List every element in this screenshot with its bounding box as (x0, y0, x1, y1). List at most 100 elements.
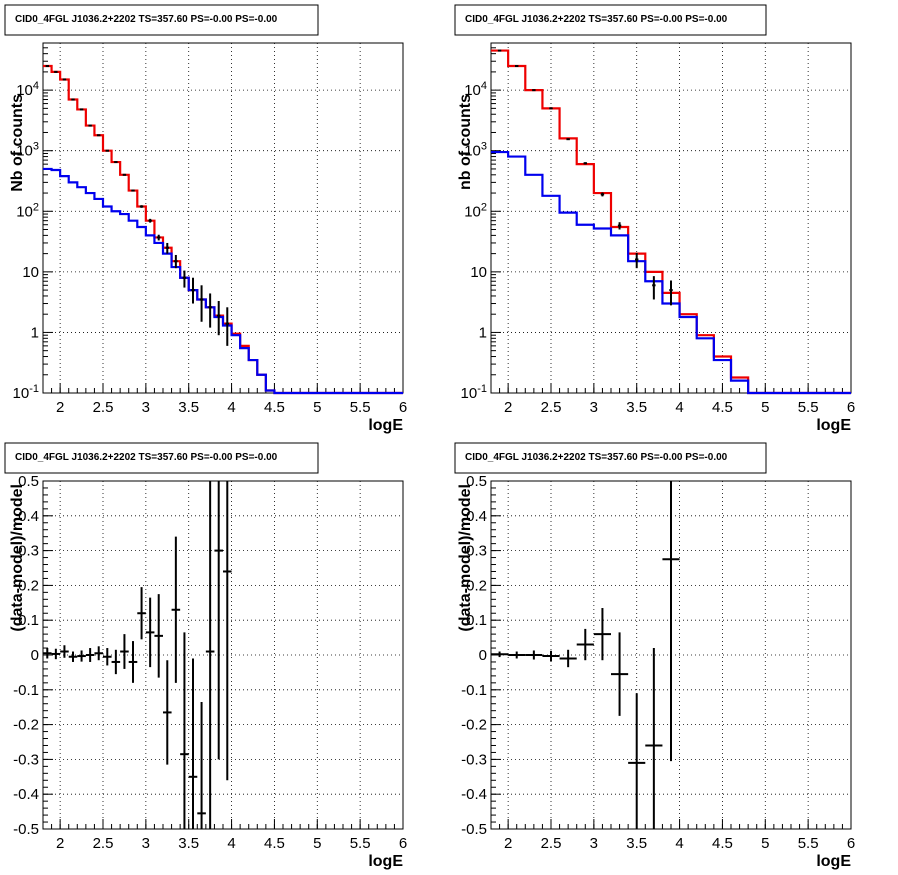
data-point (611, 632, 629, 716)
y-tick-label: 10-1 (461, 383, 487, 402)
data-point (508, 651, 526, 659)
chart-title-box (4, 4, 319, 36)
data-point (214, 481, 223, 760)
data-point (542, 650, 560, 662)
data-point (205, 481, 215, 829)
x-tick-label: 6 (847, 399, 855, 416)
data-point (111, 649, 121, 675)
y-tick-label: -0.3 (461, 751, 487, 768)
data-point (576, 628, 594, 661)
chart-panel-3: 2 2.5 3 3.5 4 4.5 5 5.5 6 -0.5 -0.4 -0.3 -0.2 -0.1 0 0.… (4, 442, 407, 870)
data-point (491, 651, 509, 658)
y-tick-label: -0.2 (461, 717, 487, 734)
y-tick-label: 0 (479, 647, 487, 664)
y-tick-label: -0.5 (461, 821, 487, 838)
x-tick-label: 5 (313, 399, 321, 416)
data-point (122, 173, 127, 176)
chart-title-box (454, 4, 767, 36)
y-tick-label: 0.3 (466, 543, 487, 560)
x-tick-label: 2 (56, 399, 64, 416)
x-tick-label: 2 (56, 835, 64, 852)
x-tick-label: 6 (847, 835, 855, 852)
y-tick-label: 103 (464, 141, 487, 160)
data-point (77, 650, 86, 662)
data-point (163, 660, 172, 765)
data-point (154, 594, 163, 678)
data-point (180, 632, 189, 829)
data-point (88, 124, 92, 127)
series-line-2 (43, 167, 403, 395)
data-point (131, 189, 135, 192)
y-axis-label: nb of counts (457, 94, 474, 190)
data-point (223, 481, 232, 781)
x-tick-label: 3.5 (178, 399, 199, 416)
data-point (197, 701, 206, 829)
x-tick-label: 3 (142, 835, 150, 852)
data-point (139, 205, 144, 208)
data-point (137, 587, 146, 640)
chart-title-box (454, 442, 767, 474)
data-point (114, 161, 118, 164)
y-tick-label: 104 (464, 80, 487, 99)
x-axis-label: logE (816, 853, 851, 870)
data-point (199, 285, 204, 322)
x-tick-label: 4 (675, 399, 683, 416)
y-tick-label: -0.2 (13, 717, 39, 734)
data-point (120, 634, 129, 669)
x-tick-label: 2.5 (541, 835, 562, 852)
data-point (225, 307, 229, 346)
x-tick-label: 5.5 (798, 835, 819, 852)
y-tick-label: 0.5 (466, 473, 487, 490)
chart-panel-1: 2 2.5 3 3.5 4 4.5 5 5.5 6 10-1 1 10 102 103 104 CID0_4F… (4, 4, 407, 434)
data-point (68, 651, 78, 662)
y-tick-label: 10-1 (13, 383, 39, 402)
y-tick-label: 0.2 (18, 577, 39, 594)
y-tick-label: 0 (31, 647, 39, 664)
data-point (217, 301, 221, 336)
y-tick-label: 0.1 (466, 612, 487, 629)
series-line-2 (491, 150, 851, 395)
chart-title: CID0_4FGL J1036.2+2202 TS=357.60 PS=-0.0… (15, 452, 278, 463)
data-point (105, 149, 109, 152)
y-tick-label: -0.5 (13, 821, 39, 838)
data-point (645, 648, 663, 829)
chart-title: CID0_4FGL J1036.2+2202 TS=357.60 PS=-0.0… (465, 452, 728, 463)
data-point (51, 648, 61, 660)
data-point (71, 98, 75, 101)
y-tick-label: -0.3 (13, 751, 39, 768)
chart-title: CID0_4FGL J1036.2+2202 TS=357.60 PS=-0.0… (465, 14, 728, 25)
data-point (635, 252, 639, 269)
x-tick-label: 3.5 (626, 399, 647, 416)
data-point (652, 276, 656, 300)
x-tick-label: 4 (675, 835, 683, 852)
y-tick-label: -0.1 (461, 682, 487, 699)
data-point (85, 648, 95, 662)
data-point (54, 70, 58, 73)
data-point (559, 649, 577, 668)
data-point (191, 277, 195, 304)
y-tick-label: -0.1 (13, 682, 39, 699)
y-tick-label: 0.1 (18, 612, 39, 629)
data-point (600, 192, 605, 197)
y-tick-label: 102 (464, 201, 487, 220)
x-tick-label: 2.5 (93, 399, 114, 416)
x-tick-label: 4.5 (712, 399, 733, 416)
y-tick-label: 102 (16, 201, 39, 220)
data-point (157, 234, 161, 241)
series-line-1 (43, 64, 403, 395)
chart-panel-2: 2 2.5 3 3.5 4 4.5 5 5.5 6 10-1 1 10 102 103 104 CID0_4F… (454, 4, 855, 434)
y-axis-label: Nb of counts (9, 94, 26, 192)
data-point (188, 658, 198, 829)
data-point (593, 608, 611, 661)
x-tick-label: 4.5 (264, 399, 285, 416)
data-point (628, 693, 646, 829)
x-tick-label: 4.5 (712, 835, 733, 852)
x-tick-label: 4 (227, 835, 235, 852)
series-line-1 (491, 49, 851, 395)
data-point (532, 89, 536, 92)
y-tick-label: 1 (31, 324, 39, 341)
x-tick-label: 2 (504, 835, 512, 852)
data-point (165, 242, 169, 254)
data-point (182, 270, 187, 288)
